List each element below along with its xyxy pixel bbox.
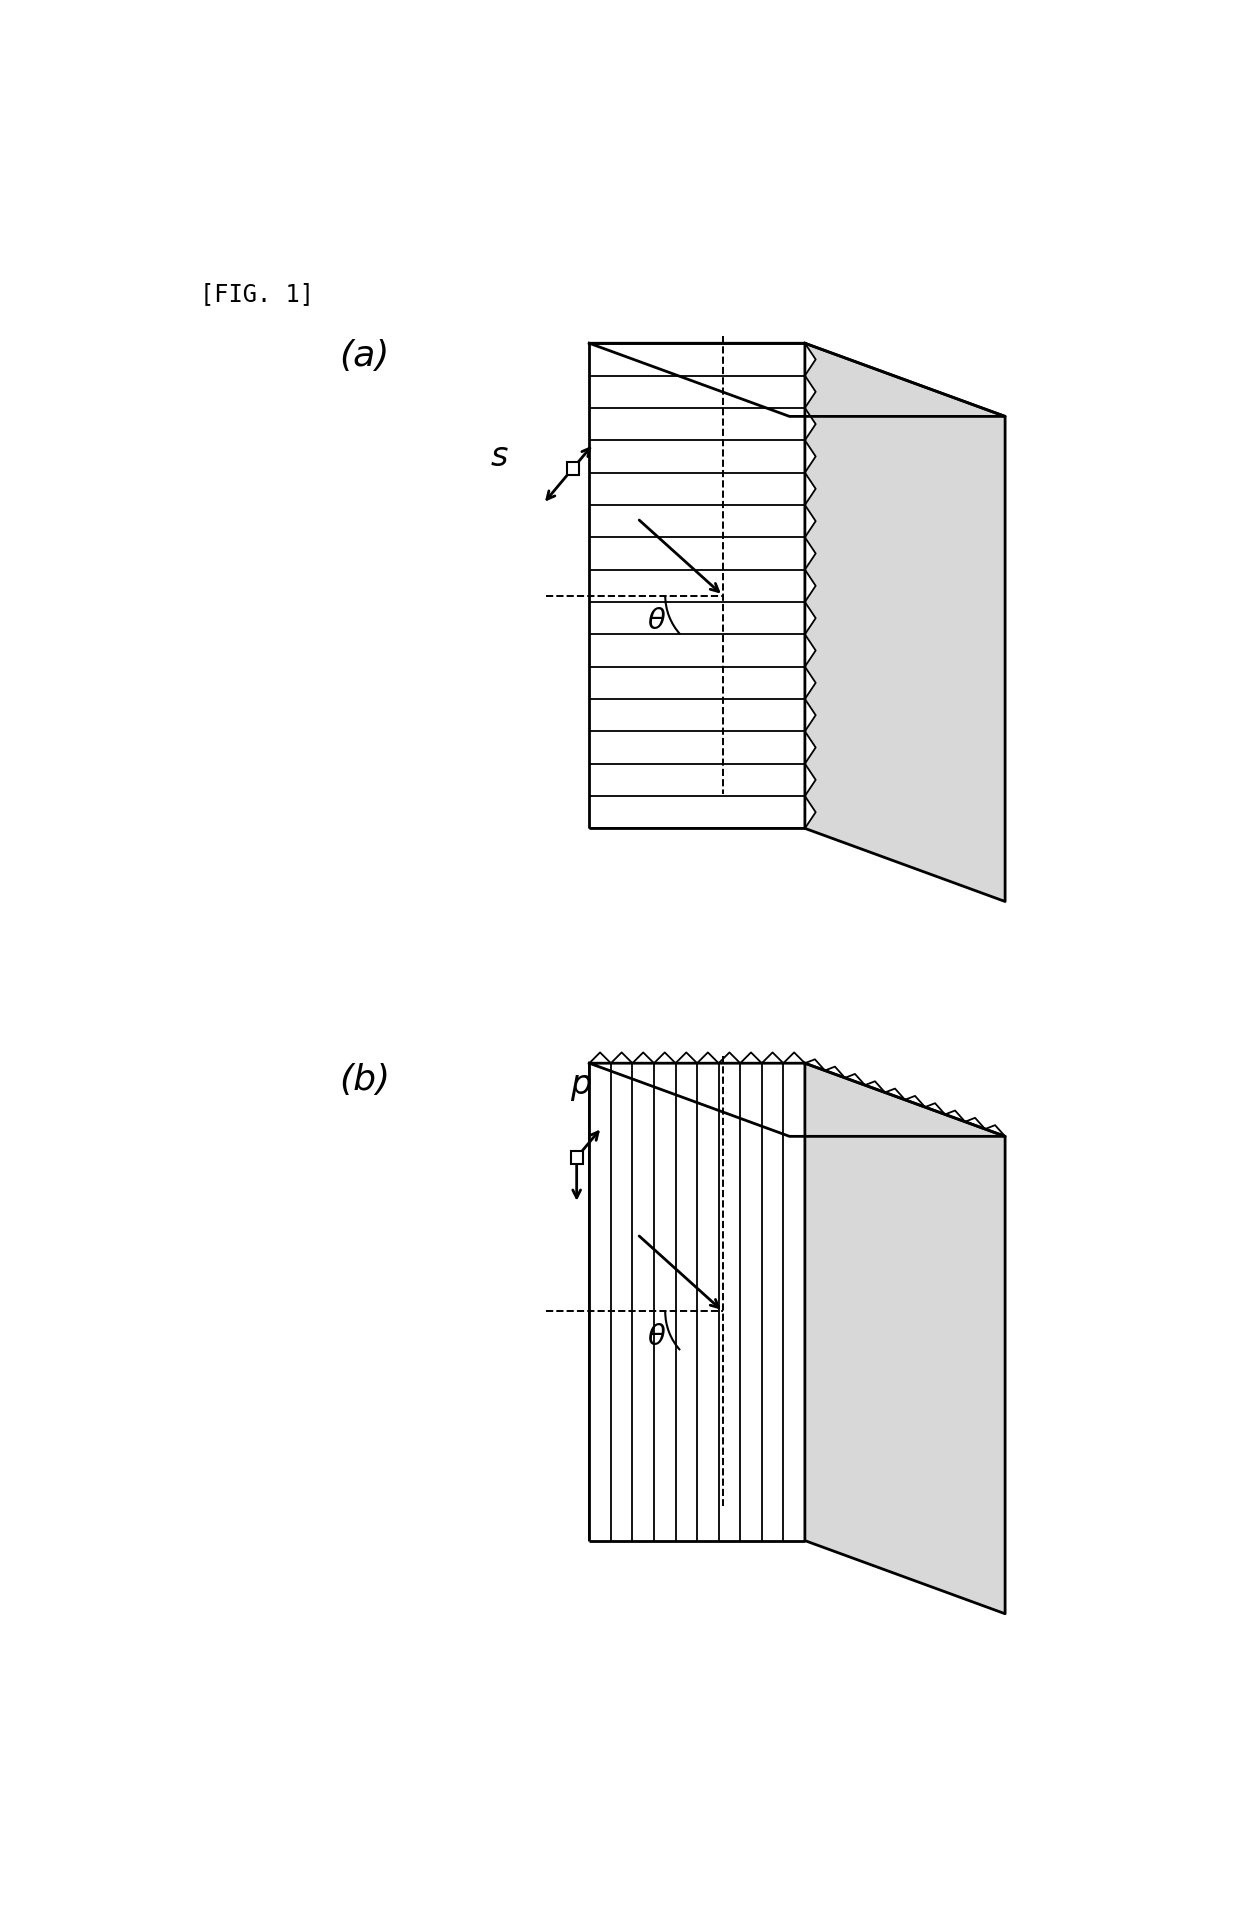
Polygon shape [589,1063,1006,1137]
Text: (a): (a) [339,340,389,372]
Polygon shape [589,344,816,828]
Text: θ: θ [647,1324,665,1351]
Text: p: p [570,1067,591,1100]
Polygon shape [589,344,1006,417]
Polygon shape [589,344,805,828]
Text: [FIG. 1]: [FIG. 1] [201,282,315,305]
Polygon shape [570,1152,583,1164]
Text: θ: θ [647,608,665,635]
Text: s: s [491,440,508,473]
Text: (b): (b) [339,1063,391,1096]
Polygon shape [567,463,579,475]
Polygon shape [589,1063,805,1540]
Polygon shape [805,1063,1006,1613]
Polygon shape [805,344,1006,901]
